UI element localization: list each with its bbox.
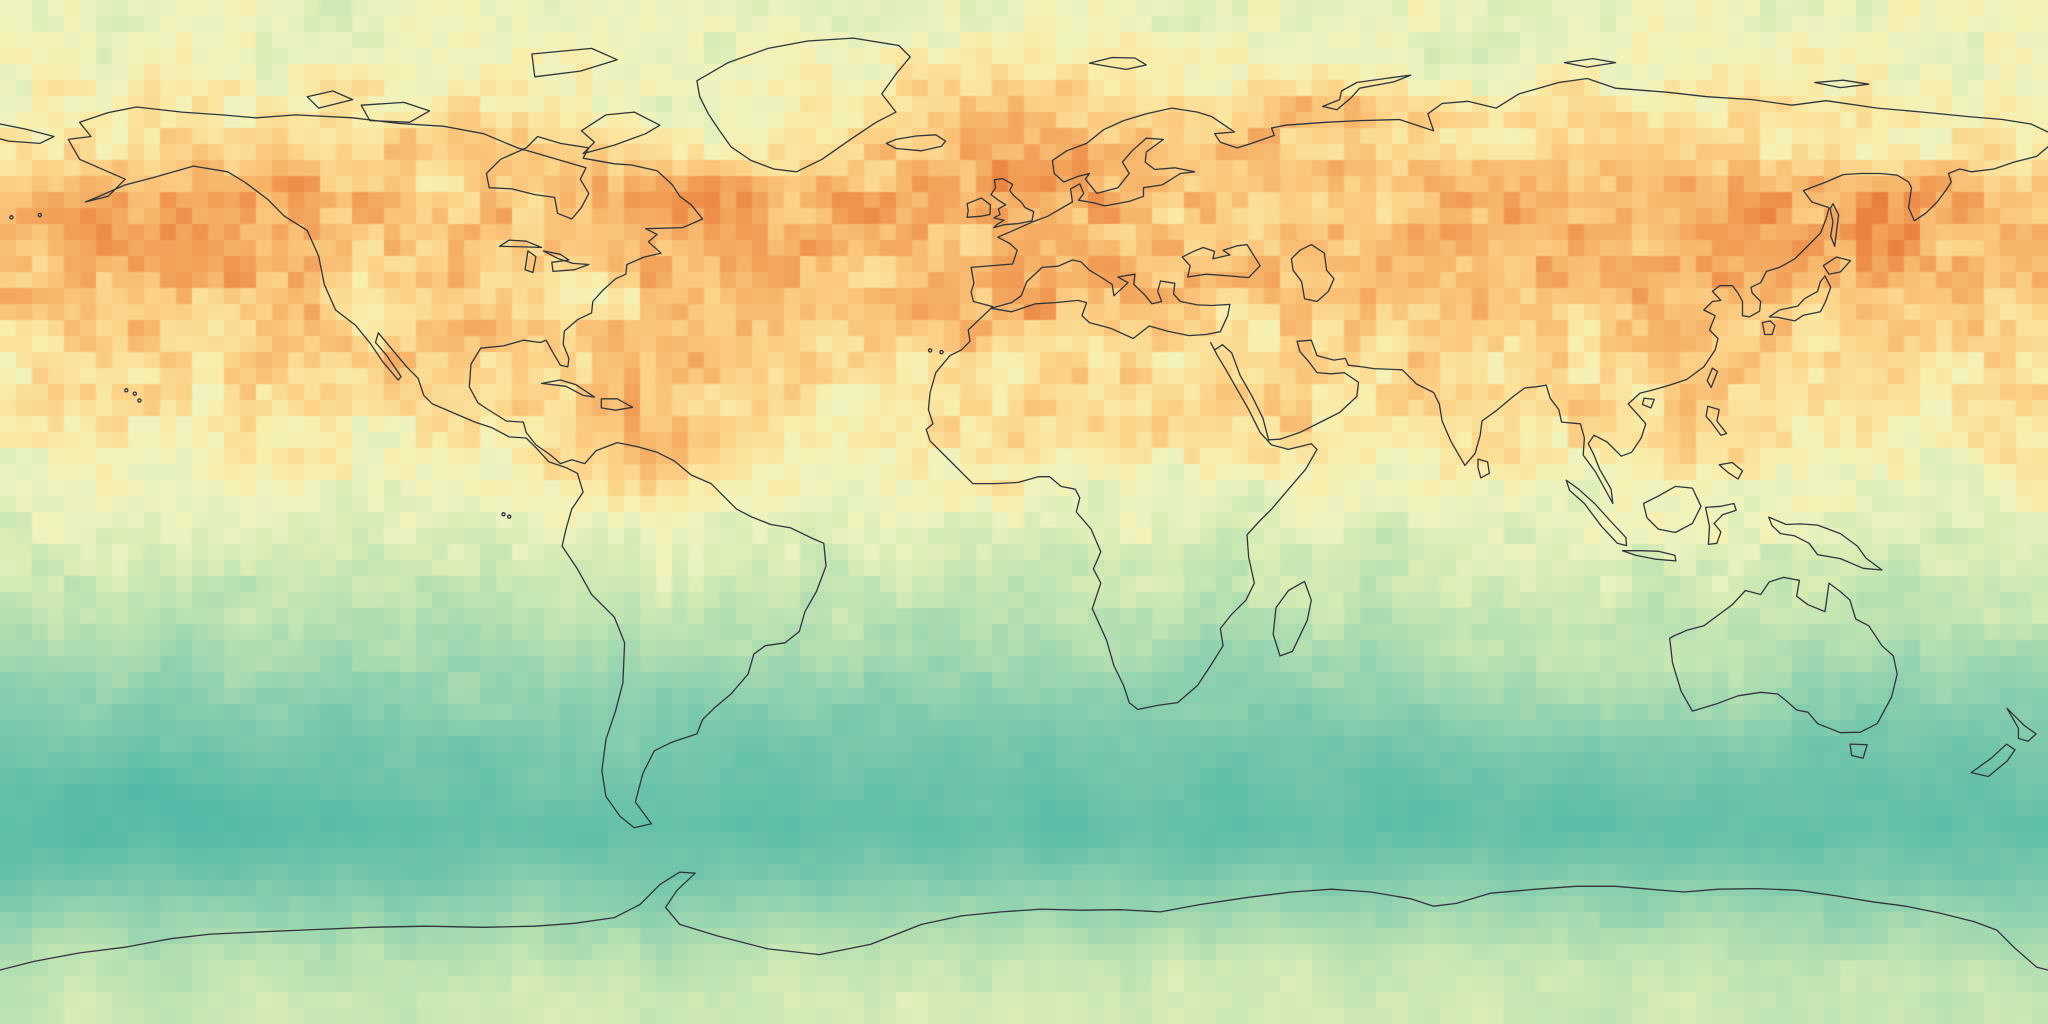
heatmap-raster	[0, 0, 2048, 1024]
world-heatmap-map	[0, 0, 2048, 1024]
